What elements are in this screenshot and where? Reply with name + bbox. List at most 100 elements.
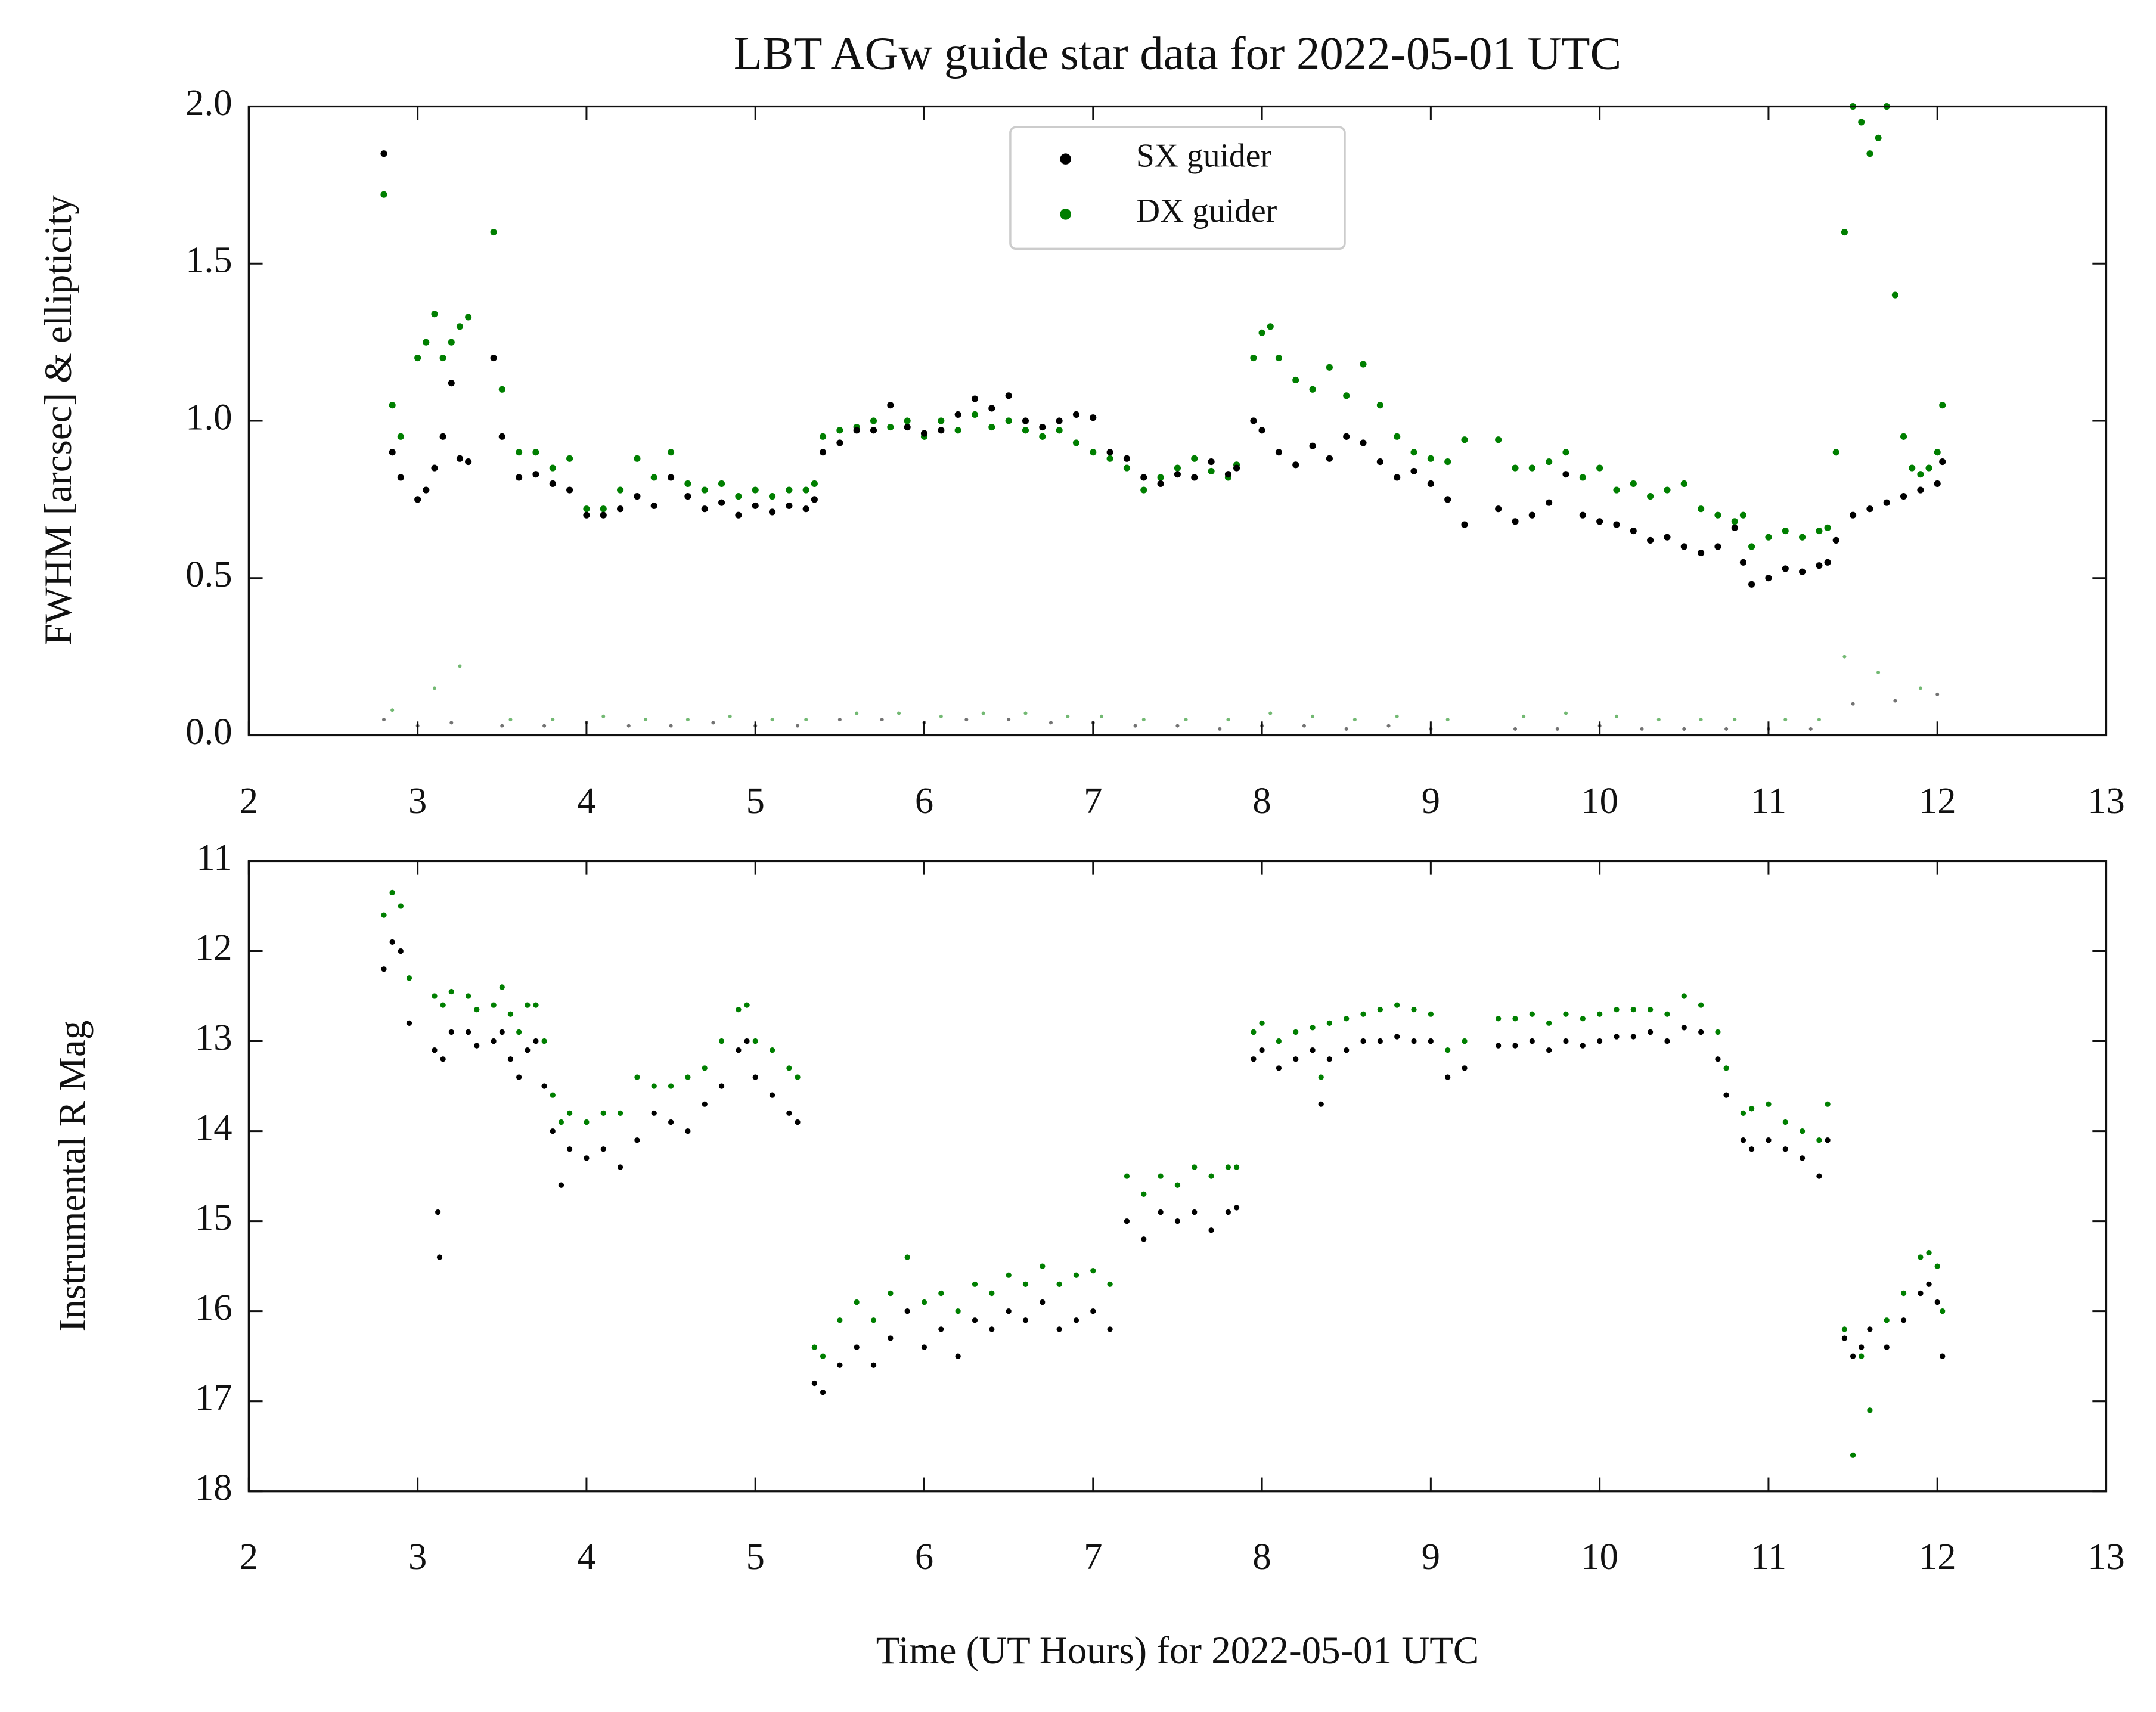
point <box>1107 1281 1113 1287</box>
point <box>1073 1272 1079 1278</box>
y-tick-label: 15 <box>195 1196 232 1238</box>
point <box>1564 711 1568 715</box>
point <box>1546 499 1553 506</box>
point <box>406 1020 412 1026</box>
x-tick-label: 8 <box>1252 1536 1271 1577</box>
point <box>1562 471 1569 478</box>
point <box>491 1002 497 1008</box>
point <box>904 1254 910 1260</box>
point <box>1174 471 1181 478</box>
point <box>389 449 396 456</box>
point <box>972 1281 978 1287</box>
point <box>1124 1173 1130 1179</box>
point <box>1048 721 1053 725</box>
point <box>432 686 436 690</box>
point <box>558 1182 564 1188</box>
point <box>533 1038 539 1044</box>
point <box>854 1344 860 1350</box>
point <box>465 1029 471 1035</box>
x-tick-label: 8 <box>1252 780 1271 821</box>
point <box>474 1043 480 1049</box>
point <box>644 718 648 722</box>
point <box>1377 1038 1383 1044</box>
point <box>1859 1353 1865 1359</box>
point <box>617 1110 623 1116</box>
point <box>1647 536 1654 544</box>
point <box>1040 1299 1046 1305</box>
point <box>1893 699 1897 703</box>
point <box>1900 1317 1907 1323</box>
point <box>1731 524 1738 531</box>
point <box>988 405 995 412</box>
point <box>1268 711 1273 715</box>
point <box>634 493 641 500</box>
point <box>1318 1101 1324 1107</box>
point <box>1445 1074 1451 1080</box>
point <box>423 486 430 494</box>
point <box>736 1007 742 1013</box>
point <box>1664 486 1671 494</box>
point <box>600 1110 606 1116</box>
point <box>1022 1281 1029 1287</box>
point <box>558 1119 564 1125</box>
point <box>836 439 843 446</box>
point <box>516 1074 522 1080</box>
point <box>458 664 462 668</box>
point <box>1867 1326 1873 1332</box>
point <box>1106 449 1113 456</box>
point <box>668 1119 674 1125</box>
point <box>431 464 438 472</box>
point <box>1579 474 1586 481</box>
point <box>1394 1002 1400 1008</box>
point <box>1099 714 1103 718</box>
point <box>701 486 708 494</box>
point <box>1056 1281 1062 1287</box>
point <box>634 1137 640 1143</box>
point <box>651 1110 657 1116</box>
point <box>1293 1056 1299 1062</box>
point <box>583 511 590 519</box>
series <box>380 103 1946 550</box>
point <box>1664 1038 1670 1044</box>
x-tick-label: 13 <box>2087 1536 2125 1577</box>
point <box>1224 471 1231 478</box>
point <box>1395 714 1399 718</box>
point <box>1723 1092 1729 1098</box>
point <box>435 1209 441 1215</box>
point <box>439 433 446 440</box>
point <box>1748 543 1755 550</box>
point <box>1783 718 1788 722</box>
point <box>406 975 412 981</box>
point <box>566 486 573 494</box>
point <box>1158 1173 1164 1179</box>
point <box>1940 1308 1946 1314</box>
point <box>1817 718 1821 722</box>
point <box>744 1002 750 1008</box>
point <box>718 1083 725 1089</box>
point <box>1072 439 1080 446</box>
point <box>1731 518 1738 525</box>
point <box>465 993 471 999</box>
point <box>922 721 926 725</box>
legend-marker <box>1060 209 1071 220</box>
point <box>600 1146 606 1152</box>
point <box>1782 565 1789 572</box>
point <box>718 1038 725 1044</box>
point <box>718 480 725 488</box>
point <box>753 724 758 728</box>
x-tick-label: 2 <box>240 1536 258 1577</box>
point <box>381 718 386 722</box>
point <box>440 1056 446 1062</box>
point <box>617 505 624 513</box>
point <box>1850 1353 1856 1359</box>
point <box>938 417 945 424</box>
point <box>1739 559 1747 566</box>
point <box>532 449 539 456</box>
point <box>870 1362 877 1368</box>
point <box>634 1074 640 1080</box>
point <box>1174 1182 1181 1188</box>
point <box>1184 718 1188 722</box>
point <box>1056 417 1063 424</box>
point <box>1005 392 1012 399</box>
point <box>964 718 969 722</box>
